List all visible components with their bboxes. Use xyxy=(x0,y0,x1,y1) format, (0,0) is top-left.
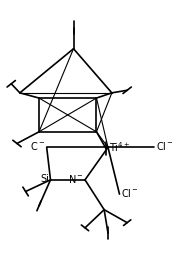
Text: Ti$^{4+}$: Ti$^{4+}$ xyxy=(109,140,130,154)
Text: C$^-$: C$^-$ xyxy=(30,140,46,152)
Text: N$^-$: N$^-$ xyxy=(68,173,84,185)
Text: Si: Si xyxy=(41,174,50,183)
Text: Cl$^-$: Cl$^-$ xyxy=(121,187,139,199)
Text: Cl$^-$: Cl$^-$ xyxy=(156,140,174,152)
